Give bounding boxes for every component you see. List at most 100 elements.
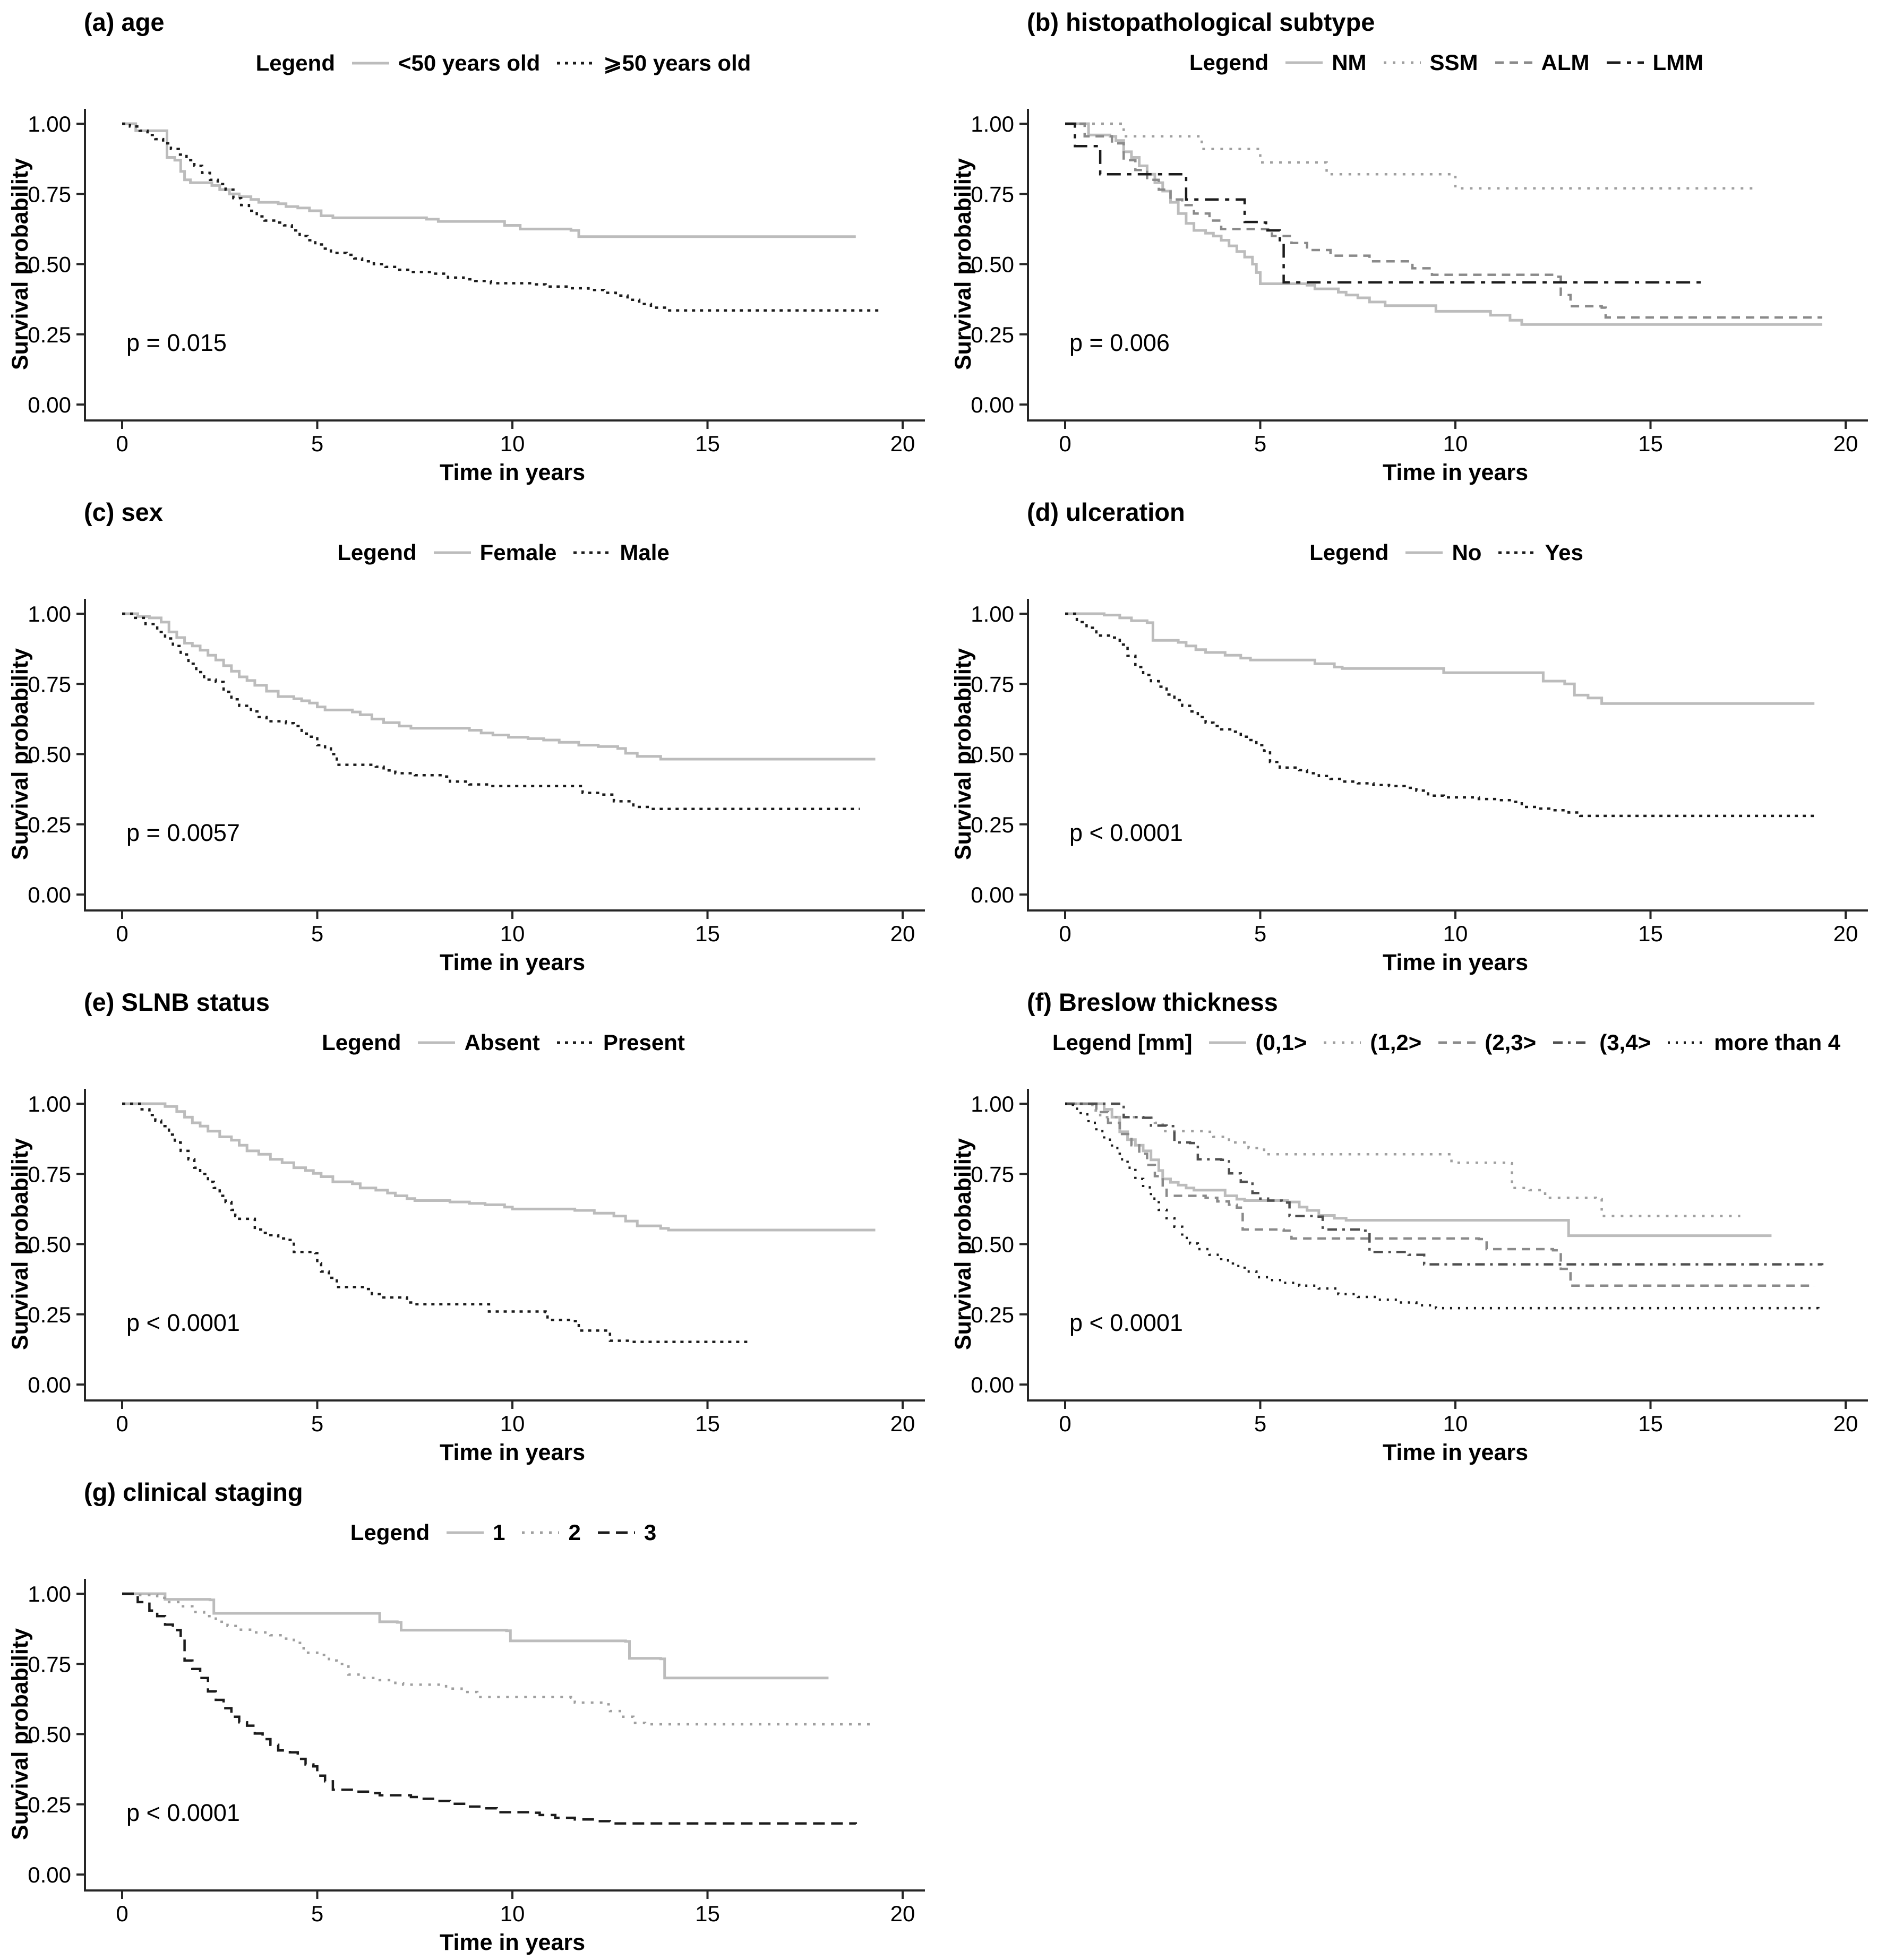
legend-item-a-0: <50 years old xyxy=(351,50,540,76)
x-tick-label: 20 xyxy=(1833,921,1858,946)
legend-title: Legend xyxy=(350,1520,430,1545)
series-line-e-0 xyxy=(122,1102,876,1232)
legend-line-sample xyxy=(433,551,471,554)
panel-title-b: (b) histopathological subtype xyxy=(1027,8,1375,36)
y-tick-label: 0.00 xyxy=(28,1372,71,1397)
x-tick-label: 15 xyxy=(1638,431,1663,456)
legend-item-b-0: NM xyxy=(1284,50,1367,75)
x-tick-label: 0 xyxy=(1059,431,1071,456)
legend-label: NM xyxy=(1332,50,1367,75)
legend-f: Legend [mm] (0,1> (1,2> (2,3> (3,4> more than… xyxy=(1033,1030,1859,1055)
y-tick-label: 0.50 xyxy=(971,1232,1014,1257)
y-tick-label: 0.75 xyxy=(28,182,71,207)
legend-line-sample xyxy=(352,62,389,64)
y-tick-label: 0.50 xyxy=(971,252,1014,277)
plot-area-g: 0 5 10 15 20 0.00 0.25 0.50 0.75 1.00 Time in year… xyxy=(7,1579,925,1955)
y-axis-label: Survival probability xyxy=(7,648,33,860)
legend-b: Legend NM SSM ALM LMM xyxy=(1033,50,1859,75)
y-tick-label: 0.50 xyxy=(28,1232,71,1257)
legend-item-g-2: 3 xyxy=(597,1520,656,1545)
y-tick-label: 0.00 xyxy=(971,392,1014,417)
series-line-d-1 xyxy=(1065,612,1819,818)
legend-item-b-2: ALM xyxy=(1494,50,1590,75)
legend-label: (3,4> xyxy=(1599,1030,1651,1055)
p-value-a: p = 0.015 xyxy=(126,329,227,356)
legend-label: Female xyxy=(479,540,557,565)
x-tick-label: 20 xyxy=(890,431,915,456)
legend-item-b-1: SSM xyxy=(1383,50,1478,75)
x-axis-label: Time in years xyxy=(1383,460,1528,485)
series-line-g-2 xyxy=(122,1592,858,1825)
x-tick-label: 5 xyxy=(311,1411,323,1436)
y-tick-label: 1.00 xyxy=(971,601,1014,626)
x-tick-label: 0 xyxy=(116,921,128,946)
y-tick-label: 0.75 xyxy=(28,1652,71,1677)
series-line-b-0 xyxy=(1065,122,1822,326)
legend-line-sample xyxy=(1668,1041,1705,1044)
legend-line-sample xyxy=(1495,61,1532,64)
plot-area-e: 0 5 10 15 20 0.00 0.25 0.50 0.75 1.00 Time in year… xyxy=(7,1089,925,1465)
y-tick-label: 0.75 xyxy=(971,1162,1014,1187)
legend-label: <50 years old xyxy=(398,50,541,75)
y-tick-label: 0.75 xyxy=(28,1162,71,1187)
series-line-f-0 xyxy=(1065,1102,1772,1237)
plot-area-f: 0 5 10 15 20 0.00 0.25 0.50 0.75 1.00 Time in year… xyxy=(950,1089,1868,1465)
legend-line-sample xyxy=(1405,551,1443,554)
legend-title: Legend xyxy=(322,1030,401,1055)
y-tick-label: 1.00 xyxy=(28,601,71,626)
legend-label: Yes xyxy=(1545,540,1583,565)
legend-item-b-3: LMM xyxy=(1606,50,1704,75)
legend-item-g-0: 1 xyxy=(445,1520,505,1545)
y-tick-label: 0.50 xyxy=(28,1722,71,1747)
x-tick-label: 15 xyxy=(1638,1411,1663,1436)
series-line-f-2 xyxy=(1065,1102,1816,1287)
x-tick-label: 5 xyxy=(311,431,323,456)
x-tick-label: 10 xyxy=(1443,921,1468,946)
y-tick-label: 0.25 xyxy=(28,812,71,837)
panel-f: 0 5 10 15 20 0.00 0.25 0.50 0.75 1.00 Time in year… xyxy=(943,980,1886,1470)
p-value-b: p = 0.006 xyxy=(1069,329,1170,356)
x-tick-label: 0 xyxy=(1059,1411,1071,1436)
y-tick-label: 1.00 xyxy=(971,1091,1014,1116)
legend-line-sample xyxy=(556,1041,594,1044)
p-value-f: p < 0.0001 xyxy=(1069,1309,1183,1336)
y-axis-label: Survival probability xyxy=(7,158,33,370)
legend-item-f-3: (3,4> xyxy=(1552,1030,1651,1055)
p-value-e: p < 0.0001 xyxy=(126,1309,240,1336)
legend-label: LMM xyxy=(1652,50,1704,75)
series-line-b-3 xyxy=(1065,122,1705,284)
legend-line-sample xyxy=(1324,1041,1361,1044)
x-tick-label: 10 xyxy=(500,1411,525,1436)
panel-title-c: (c) sex xyxy=(84,498,163,526)
x-tick-label: 15 xyxy=(695,921,720,946)
legend-a: Legend <50 years old ⩾50 years old xyxy=(90,50,916,76)
y-tick-label: 0.00 xyxy=(971,882,1014,907)
y-axis-label: Survival probability xyxy=(950,648,976,860)
x-tick-label: 10 xyxy=(500,431,525,456)
y-tick-label: 1.00 xyxy=(971,111,1014,136)
series-line-c-1 xyxy=(122,612,860,810)
legend-title: Legend xyxy=(1309,540,1389,565)
y-tick-label: 0.75 xyxy=(971,672,1014,697)
legend-line-sample xyxy=(573,551,611,554)
series-line-d-0 xyxy=(1065,612,1815,705)
y-axis-label: Survival probability xyxy=(950,158,976,370)
legend-item-c-1: Male xyxy=(572,540,670,565)
plot-area-b: 0 5 10 15 20 0.00 0.25 0.50 0.75 1.00 Time in year… xyxy=(950,109,1868,485)
legend-label: SSM xyxy=(1429,50,1478,75)
panel-g: 0 5 10 15 20 0.00 0.25 0.50 0.75 1.00 Time in year… xyxy=(0,1470,943,1960)
x-tick-label: 5 xyxy=(311,1901,323,1926)
y-tick-label: 0.00 xyxy=(28,1862,71,1887)
legend-title: Legend xyxy=(337,540,417,565)
x-tick-label: 20 xyxy=(890,1901,915,1926)
x-tick-label: 15 xyxy=(695,1411,720,1436)
series-line-b-1 xyxy=(1065,122,1756,190)
legend-label: Absent xyxy=(464,1030,540,1055)
legend-item-f-2: (2,3> xyxy=(1437,1030,1536,1055)
y-tick-label: 0.25 xyxy=(28,322,71,347)
series-line-f-1 xyxy=(1065,1102,1741,1217)
series-line-c-0 xyxy=(122,612,876,761)
legend-line-sample xyxy=(557,62,595,64)
legend-c: Legend Female Male xyxy=(90,540,916,565)
